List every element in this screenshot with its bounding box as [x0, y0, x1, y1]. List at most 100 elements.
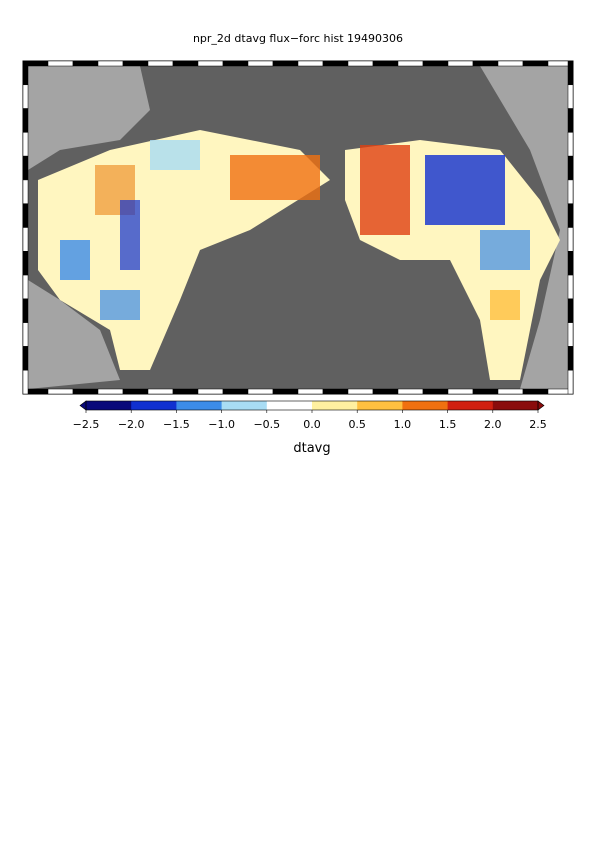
border-cell — [472, 60, 499, 67]
border-cell — [172, 388, 199, 395]
border-cell — [22, 132, 29, 157]
colorbar-segment — [131, 401, 177, 410]
border-cell — [567, 322, 574, 347]
border-cell — [297, 60, 324, 67]
border-cell — [122, 60, 149, 67]
border-cell — [522, 60, 549, 67]
border-cell — [567, 346, 574, 371]
border-cell — [22, 322, 29, 347]
border-cell — [567, 369, 574, 395]
border-cell — [567, 132, 574, 157]
border-cell — [447, 388, 474, 395]
land — [28, 66, 150, 170]
data-patches — [60, 140, 530, 320]
border-cell — [22, 203, 29, 228]
border-cell — [22, 251, 29, 276]
land — [480, 66, 568, 389]
colorbar-tick-label: −1.0 — [208, 418, 235, 431]
colorbar-arrow — [537, 400, 545, 411]
colorbar-tick-label: 2.0 — [484, 418, 502, 431]
border-cell — [247, 388, 274, 395]
border-cell — [567, 227, 574, 252]
border-cell — [422, 60, 449, 67]
border-cell — [197, 388, 224, 395]
border-cell — [22, 346, 29, 371]
colorbar-segment — [402, 401, 449, 410]
colorbar-segment — [176, 401, 223, 410]
border-cell — [72, 388, 99, 395]
border-cell — [22, 298, 29, 323]
colorbar-arrow — [79, 400, 87, 411]
border-cell — [567, 298, 574, 323]
colorbar-tick-label: −2.5 — [73, 418, 100, 431]
border-cell — [397, 388, 424, 395]
border-cell — [272, 60, 299, 67]
border-cell — [22, 155, 29, 181]
colorbar-segment — [357, 401, 403, 410]
border-cell — [97, 60, 124, 67]
colorbar-tick-label: −0.5 — [253, 418, 280, 431]
border-cell — [567, 251, 574, 276]
border-cell — [567, 108, 574, 133]
colorbar-segment — [86, 401, 132, 410]
colorbar: −2.5 −2.0 −1.5 −1.0 −0.5 0.0 0.5 1.0 1.5 2.0 2.5 — [73, 400, 547, 431]
border-cell — [567, 203, 574, 228]
border-cell — [347, 60, 374, 67]
border-cell — [472, 388, 499, 395]
border-cell — [247, 60, 274, 67]
border-cell — [22, 84, 29, 109]
border-cell — [447, 60, 474, 67]
border-cell — [147, 388, 174, 395]
border-cell — [372, 60, 399, 67]
border-cell — [22, 274, 29, 300]
colorbar-segment — [312, 401, 358, 410]
map — [22, 60, 574, 395]
border-cell — [522, 388, 549, 395]
border-cell — [297, 388, 324, 395]
border-cell — [347, 388, 374, 395]
border-cell — [72, 60, 99, 67]
border-cell — [567, 274, 574, 300]
border-cell — [322, 60, 349, 67]
border-cell — [147, 60, 174, 67]
border-cell — [197, 60, 224, 67]
border-cell — [222, 388, 249, 395]
border-cell — [567, 60, 574, 86]
border-cell — [47, 388, 74, 395]
border-cell — [22, 179, 29, 204]
colorbar-tick-label: 0.0 — [303, 418, 321, 431]
border-cell — [22, 60, 29, 86]
colorbar-segment — [221, 401, 268, 410]
colorbar-tick-label: 2.5 — [529, 418, 547, 431]
map-border — [22, 60, 574, 395]
border-cell — [47, 60, 74, 67]
land — [28, 280, 120, 389]
border-cell — [497, 60, 524, 67]
colorbar-tick-label: 1.0 — [394, 418, 412, 431]
map-title: npr_2d dtavg flux−forc hist 19490306 — [193, 32, 403, 45]
border-cell — [567, 179, 574, 204]
colorbar-segment — [492, 401, 539, 410]
border-cell — [322, 388, 349, 395]
border-cell — [372, 388, 399, 395]
border-cell — [497, 388, 524, 395]
border-cell — [272, 388, 299, 395]
colorbar-label: dtavg — [293, 441, 330, 456]
border-cell — [22, 227, 29, 252]
border-cell — [172, 60, 199, 67]
colorbar-segment — [266, 401, 313, 410]
colorbar-tick-label: −1.5 — [163, 418, 190, 431]
border-cell — [97, 388, 124, 395]
colorbar-segment — [447, 401, 494, 410]
border-cell — [122, 388, 149, 395]
colorbar-tick-label: 0.5 — [348, 418, 366, 431]
border-cell — [222, 60, 249, 67]
border-cell — [397, 60, 424, 67]
border-cell — [22, 108, 29, 133]
border-cell — [422, 388, 449, 395]
border-cell — [22, 369, 29, 395]
colorbar-tick-label: −2.0 — [118, 418, 145, 431]
colorbar-tick-label: 1.5 — [439, 418, 457, 431]
border-cell — [567, 84, 574, 109]
